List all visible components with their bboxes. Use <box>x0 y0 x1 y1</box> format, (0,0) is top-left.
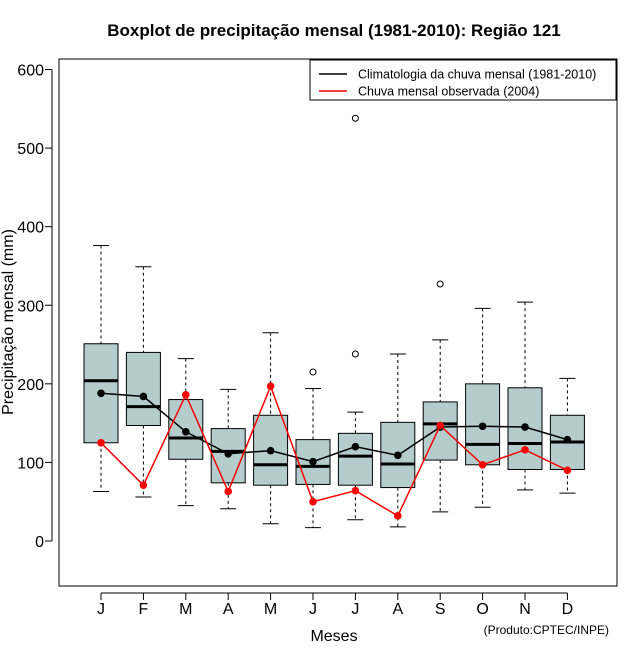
series-point-0 <box>563 435 572 444</box>
box-iqr <box>337 432 373 486</box>
box-month-10 <box>507 301 543 491</box>
box-month-1 <box>125 266 161 498</box>
series-point-1 <box>139 481 148 490</box>
legend-box <box>309 59 617 101</box>
outlier-point <box>351 350 359 358</box>
legend-label-observed: Chuva mensal observada (2004) <box>358 85 539 99</box>
outlier-point <box>309 368 317 376</box>
y-tick-label: 500 <box>17 141 44 158</box>
y-tick-label: 300 <box>17 298 44 315</box>
x-tick-label: O <box>476 601 488 618</box>
series-point-0 <box>266 446 275 455</box>
y-tick-label: 100 <box>17 455 44 472</box>
y-tick-label: 600 <box>17 63 44 80</box>
chart-title: Boxplot de precipitação mensal (1981-201… <box>107 21 561 40</box>
series-point-1 <box>309 497 317 506</box>
x-tick-label: D <box>562 601 574 618</box>
series-point-0 <box>351 442 360 451</box>
product-credit: (Produto:CPTEC/INPE) <box>484 623 609 637</box>
box-iqr <box>125 351 161 426</box>
box-iqr <box>253 414 289 486</box>
series-point-1 <box>521 446 529 454</box>
y-axis-label: Precipitação mensal (mm) <box>0 229 17 415</box>
series-point-1 <box>351 486 360 495</box>
outlier-point <box>436 280 444 288</box>
box-month-9 <box>465 307 501 508</box>
series-point-0 <box>182 427 190 436</box>
series-point-1 <box>182 391 190 399</box>
series-point-0 <box>97 389 105 398</box>
box-month-6 <box>337 114 373 521</box>
series-line-1 <box>100 384 568 517</box>
x-tick-label: A <box>223 601 234 618</box>
series-point-1 <box>563 466 572 475</box>
x-tick-label: J <box>351 601 359 618</box>
series-point-0 <box>309 457 317 466</box>
series-point-1 <box>97 438 105 447</box>
x-tick-label: N <box>519 601 531 618</box>
series-lines-group <box>97 382 572 520</box>
x-tick-label: A <box>392 601 403 618</box>
boxes-group <box>83 114 585 529</box>
series-point-1 <box>436 421 445 430</box>
y-tick-label: 0 <box>35 534 44 551</box>
y-tick-label: 200 <box>17 377 44 394</box>
series-line-0 <box>100 392 568 463</box>
series-point-1 <box>478 460 487 469</box>
x-tick-label: F <box>139 601 149 618</box>
legend-label-climatology: Climatologia da chuva mensal (1981-2010) <box>358 68 596 82</box>
box-month-8 <box>422 280 458 513</box>
series-point-1 <box>224 487 232 496</box>
x-tick-label: M <box>264 601 277 618</box>
x-tick-label: J <box>309 601 317 618</box>
box-month-4 <box>253 332 289 525</box>
x-tick-label: J <box>97 601 105 618</box>
y-axis: 0 100 200 300 400 500 600 <box>17 63 53 551</box>
series-point-1 <box>394 512 402 520</box>
series-point-0 <box>521 423 529 431</box>
legend: Climatologia da chuva mensal (1981-2010)… <box>309 59 617 101</box>
x-axis-label: Meses <box>310 628 357 645</box>
series-point-0 <box>394 451 402 460</box>
series-point-0 <box>139 392 148 401</box>
x-tick-label: M <box>179 601 192 618</box>
series-point-0 <box>478 422 487 431</box>
plot-frame <box>58 58 618 587</box>
y-tick-label: 400 <box>17 220 44 237</box>
x-tick-label: S <box>435 601 446 618</box>
series-point-1 <box>266 382 275 390</box>
box-month-7 <box>380 353 416 528</box>
outlier-point <box>351 114 359 122</box>
series-point-0 <box>224 449 232 458</box>
